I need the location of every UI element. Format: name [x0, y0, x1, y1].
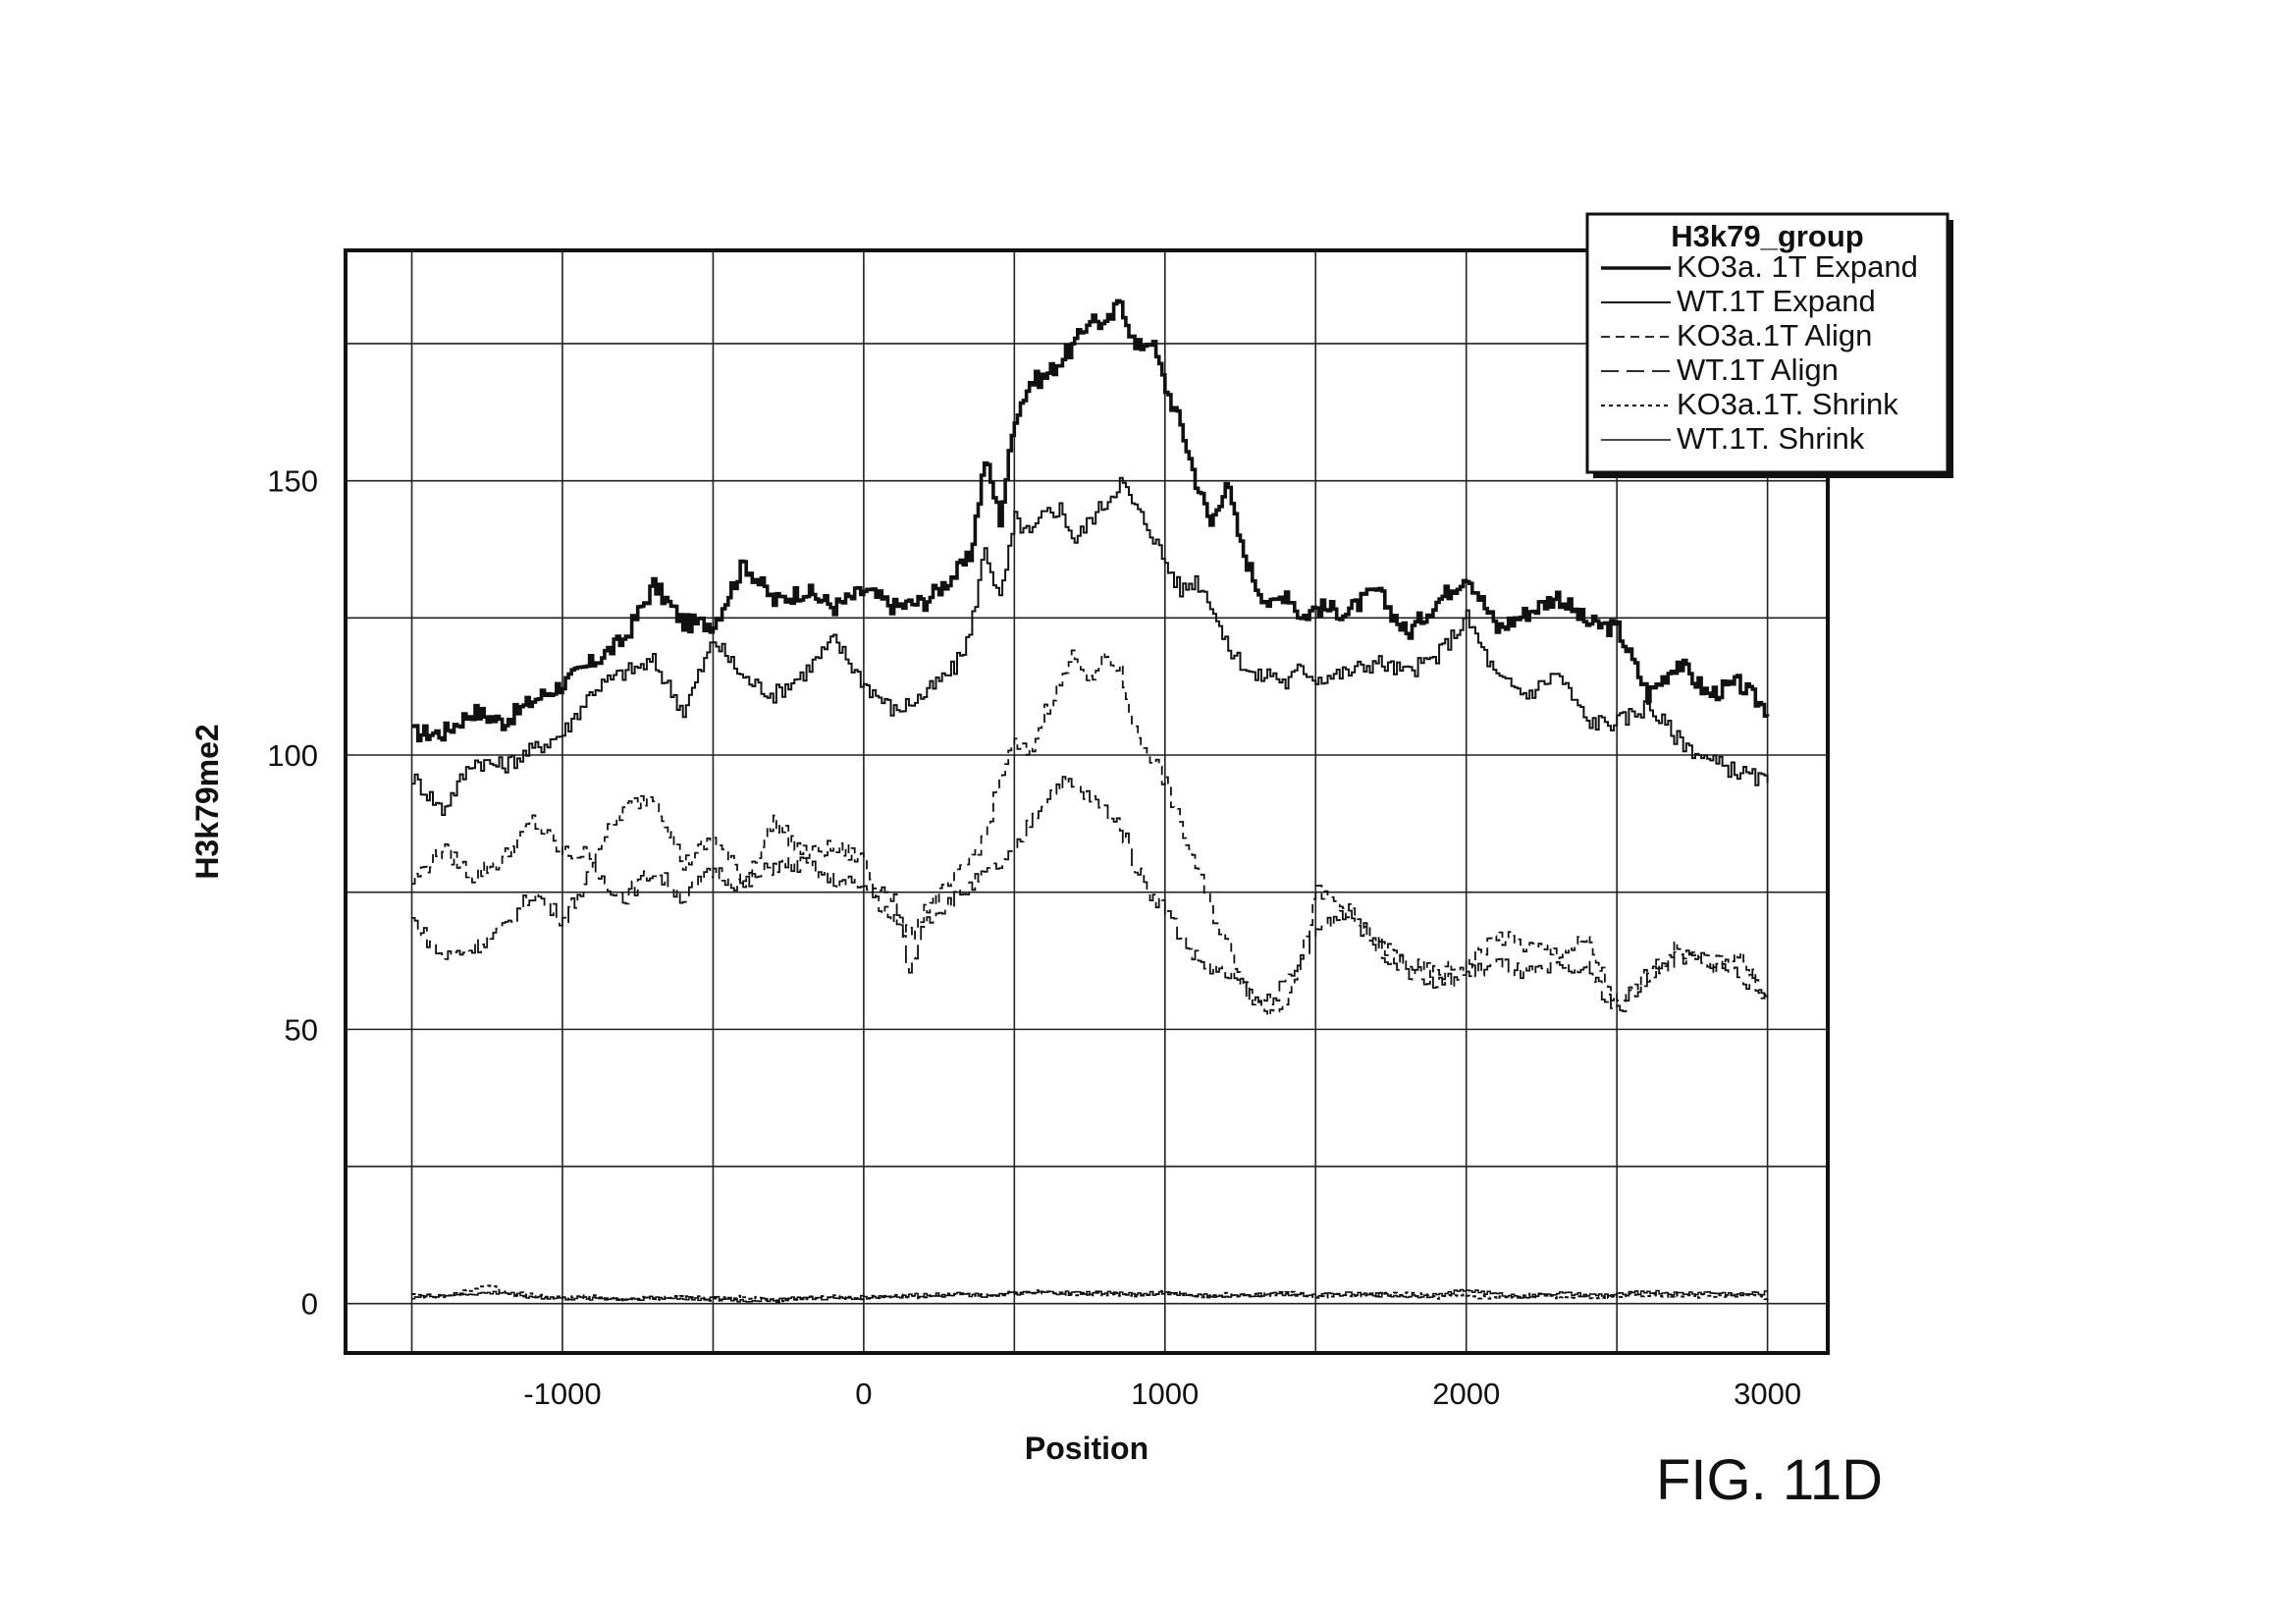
legend-label: WT.1T. Shrink: [1677, 421, 1865, 456]
y-tick-label: 100: [267, 738, 318, 773]
y-tick-label: 150: [267, 464, 318, 499]
series-line: [411, 476, 1769, 816]
x-tick-label: 3000: [1734, 1377, 1801, 1411]
x-tick-label: 2000: [1432, 1377, 1500, 1411]
gridlines: [346, 250, 1828, 1353]
series-line: [411, 649, 1769, 1017]
series-lines: [411, 298, 1770, 1303]
y-tick-label: 50: [285, 1012, 318, 1047]
series-line: [411, 1288, 1769, 1303]
legend-title: H3k79_group: [1671, 219, 1863, 253]
axis-ticks: -1000 0 1000 2000 3000 0 50 100 150: [267, 464, 1801, 1411]
y-tick-label: 0: [301, 1287, 318, 1322]
series-line: [411, 776, 1769, 1012]
x-axis-title: Position: [1025, 1431, 1148, 1466]
plot-frame: [344, 248, 1830, 1355]
figure-label: FIG. 11D: [1656, 1448, 1883, 1512]
x-tick-label: 1000: [1131, 1377, 1199, 1411]
x-tick-label: 0: [855, 1377, 872, 1411]
legend-label: KO3a.1T Align: [1677, 318, 1872, 352]
legend-label: KO3a.1T. Shrink: [1677, 387, 1898, 421]
y-axis-title: H3k79me2: [189, 724, 225, 879]
legend-label: WT.1T Align: [1677, 352, 1839, 387]
legend-label: KO3a. 1T Expand: [1677, 249, 1918, 284]
legend-box: [1585, 212, 1949, 474]
legend-label: WT.1T Expand: [1677, 284, 1876, 318]
x-tick-label: -1000: [523, 1377, 601, 1411]
series-line: [411, 298, 1770, 743]
